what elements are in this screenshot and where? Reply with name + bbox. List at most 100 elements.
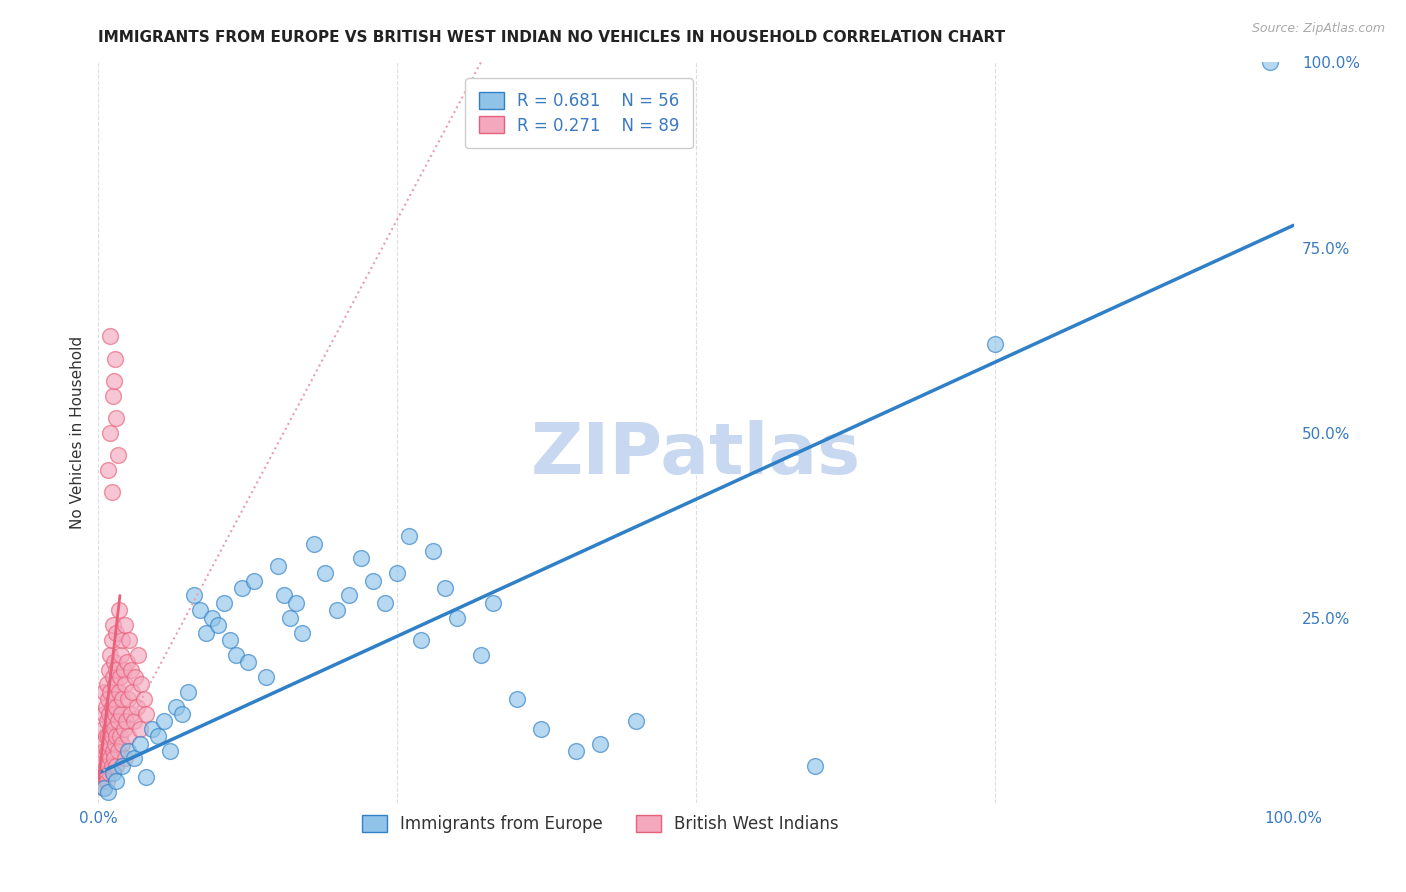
Point [231,581,253,595]
Point [125,699,148,714]
Point [589,737,612,751]
Point [385,566,409,581]
Point [104,677,127,691]
Point [124,714,146,729]
Point [141,722,163,736]
Point [111,632,134,647]
Point [278,610,301,624]
Point [117,729,139,743]
Point [105,699,128,714]
Point [1258,55,1281,70]
Point [93,706,115,721]
Point [124,670,146,684]
Point [120,663,142,677]
Point [117,744,139,758]
Point [422,544,444,558]
Point [148,729,170,743]
Point [350,551,373,566]
Point [254,670,277,684]
Point [243,574,266,588]
Point [93,744,115,758]
Point [101,670,124,684]
Point [626,714,648,729]
Point [94,699,117,714]
Point [114,751,136,765]
Point [117,692,139,706]
Point [225,648,247,662]
Point [114,677,136,691]
Point [112,722,135,736]
Point [172,706,194,721]
Point [108,729,131,743]
Point [201,610,224,624]
Point [96,714,118,729]
Point [100,758,122,772]
Point [98,648,122,662]
Point [212,596,235,610]
Point [101,618,124,632]
Point [107,603,129,617]
Point [291,625,314,640]
Point [195,625,218,640]
Point [165,699,187,714]
Point [101,714,124,729]
Point [97,758,120,772]
Point [118,632,141,647]
Point [411,632,433,647]
Point [273,589,295,603]
Point [98,706,121,721]
Point [111,692,134,706]
Point [506,692,529,706]
Point [434,581,457,595]
Point [98,722,122,736]
Point [219,632,242,647]
Point [177,685,200,699]
Point [98,425,122,440]
Point [120,706,142,721]
Point [103,655,125,669]
Point [90,773,112,788]
Point [104,706,127,721]
Point [105,663,128,677]
Point [115,714,138,729]
Point [153,714,176,729]
Point [101,388,124,402]
Point [98,685,122,699]
Point [100,632,122,647]
Point [98,737,121,751]
Point [302,536,325,550]
Point [93,780,115,795]
Point [98,766,121,780]
Point [104,737,127,751]
Point [804,758,827,772]
Point [96,677,118,691]
Y-axis label: No Vehicles in Household: No Vehicles in Household [69,336,84,529]
Point [326,603,349,617]
Point [107,685,129,699]
Point [91,737,114,751]
Point [100,699,122,714]
Point [91,766,114,780]
Point [129,737,152,751]
Point [96,744,118,758]
Point [93,685,115,699]
Point [103,751,125,765]
Point [97,785,120,799]
Point [183,589,205,603]
Point [105,625,128,640]
Point [107,448,129,462]
Point [236,655,259,669]
Point [188,603,211,617]
Point [96,773,118,788]
Point [398,529,420,543]
Point [111,737,134,751]
Point [470,648,492,662]
Point [98,663,121,677]
Point [132,692,155,706]
Point [114,618,136,632]
Point [103,722,125,736]
Point [103,374,125,388]
Point [363,574,385,588]
Text: Source: ZipAtlas.com: Source: ZipAtlas.com [1251,22,1385,36]
Point [100,729,122,743]
